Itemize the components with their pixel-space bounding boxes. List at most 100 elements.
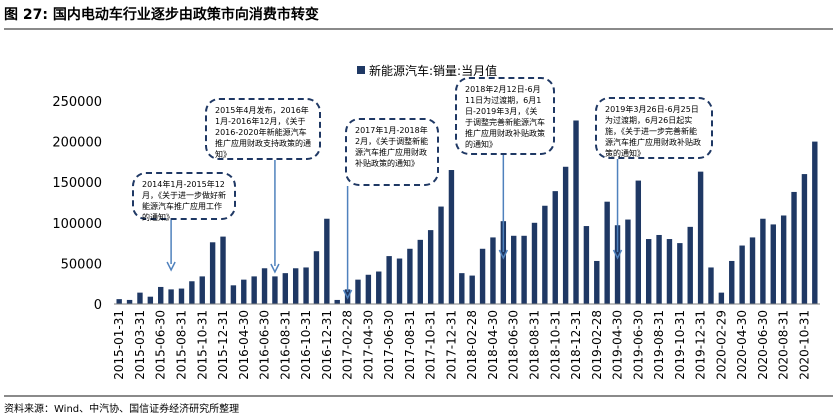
bar (770, 224, 776, 304)
bar (718, 292, 725, 304)
bar (417, 239, 423, 304)
x-tick-label: 2015-08-31 (174, 310, 188, 380)
x-tick-label: 2015-10-31 (195, 310, 209, 380)
bar (697, 171, 704, 304)
bar (324, 218, 330, 304)
x-tick-label: 2019-10-31 (673, 310, 687, 380)
x-tick-label: 2020-04-30 (735, 310, 749, 380)
x-tick-label: 2017-10-31 (424, 310, 438, 380)
annotation-arrowhead (270, 263, 280, 274)
bar (552, 191, 558, 304)
x-tick-label: 2019-04-30 (611, 310, 625, 380)
bar (812, 141, 818, 304)
bar (355, 279, 361, 304)
x-tick-label: 2018-10-31 (548, 310, 562, 380)
bar (687, 226, 693, 304)
bar (137, 292, 143, 304)
bar (396, 258, 403, 304)
bar (729, 260, 735, 304)
x-tick-label: 2015-01-31 (112, 310, 126, 380)
bar (469, 275, 475, 304)
x-tick-label: 2019-02-28 (590, 310, 604, 380)
x-tick-label: 2020-06-30 (756, 310, 770, 380)
x-tick-label: 2015-03-31 (133, 310, 147, 380)
x-tick-label: 2015-06-30 (154, 310, 168, 380)
bar (666, 239, 673, 304)
y-tick-label: 150000 (52, 176, 102, 191)
bar (749, 237, 756, 304)
policy-annotation-2019: 2019年3月26日-6月25日为过渡期，6月26日起实施，《关于进一步完善新能… (595, 97, 713, 159)
bar (677, 243, 683, 304)
bar (178, 288, 185, 304)
x-tick-label: 2019-08-31 (652, 310, 666, 380)
x-tick-label: 2020-10-31 (797, 310, 811, 380)
legend-label: 新能源汽车:销量:当月值 (369, 63, 497, 78)
bar (511, 235, 517, 304)
bar (230, 285, 237, 304)
bar (562, 166, 569, 304)
annotation-arrows (166, 155, 623, 300)
annotation-arrowhead (166, 261, 176, 272)
figure-title: 图 27: 国内电动车行业逐步由政策市向消费市转变 (4, 2, 833, 30)
bar (542, 205, 548, 304)
bar (614, 225, 621, 304)
bar (801, 174, 808, 304)
x-tick-label: 2017-06-30 (382, 310, 396, 380)
bar (656, 234, 662, 304)
legend-swatch (357, 66, 365, 74)
bar (739, 245, 745, 304)
bar (407, 248, 413, 304)
policy-annotation-2017: 2017年1月-2018年2月，《关于调整新能源汽车推广应用财政补贴政策的通知》 (345, 118, 439, 186)
bar (126, 299, 133, 304)
bar (376, 271, 382, 304)
bar (365, 274, 372, 304)
bar (282, 273, 289, 304)
bar (604, 201, 610, 304)
x-axis: 2015-01-31 2015-03-31 2015-06-30 2015-08-31… (112, 303, 820, 380)
bar (168, 289, 174, 304)
bar (645, 239, 652, 304)
x-tick-label: 2019-06-30 (631, 310, 645, 380)
x-tick-label: 2018-02-28 (465, 310, 479, 380)
y-tick-label: 200000 (52, 136, 102, 151)
x-tick-label: 2018-06-30 (507, 310, 521, 380)
y-tick-label: 250000 (52, 95, 102, 110)
bar (708, 267, 714, 304)
bar (780, 215, 787, 304)
bar (448, 170, 455, 304)
x-tick-label: 2017-08-31 (403, 310, 417, 380)
bar-chart: 0 50000 100000 150000 200000 250000 2015-01-3… (52, 63, 820, 380)
x-tick-label: 2016-12-31 (320, 310, 334, 380)
bar (292, 268, 299, 304)
bar (147, 296, 154, 304)
x-tick-label: 2016-06-30 (258, 310, 272, 380)
bar (459, 273, 465, 304)
bar (313, 251, 320, 304)
policy-annotation-2016: 2015年4月发布，2016年1月-2016年12月，《关于2016-2020年… (205, 98, 321, 160)
bar (241, 279, 247, 304)
annotation-arrowhead (612, 249, 623, 260)
x-tick-label: 2017-04-30 (361, 310, 375, 380)
bar (521, 235, 527, 304)
x-tick-label: 2019-12-31 (694, 310, 708, 380)
x-tick-label: 2020-08-31 (777, 310, 791, 380)
bar (479, 248, 486, 304)
bar (500, 221, 507, 304)
x-tick-label: 2015-12-31 (216, 310, 230, 380)
x-tick-label: 2017-02-28 (341, 310, 355, 380)
x-tick-label: 2018-04-30 (486, 310, 500, 380)
x-tick-label: 2016-04-30 (237, 310, 251, 380)
legend: 新能源汽车:销量:当月值 (357, 63, 497, 78)
bar (334, 299, 340, 304)
bar (531, 222, 538, 304)
bar (594, 260, 600, 304)
bar (251, 276, 257, 304)
bar (209, 242, 216, 304)
source-note: 资料来源：Wind、中汽协、国信证券经济研究所整理 (4, 395, 833, 415)
x-tick-label: 2020-02-29 (714, 310, 728, 380)
bar (116, 299, 122, 304)
x-tick-label: 2017-12-31 (444, 310, 458, 380)
bar (158, 286, 164, 304)
bars-group (116, 120, 818, 305)
bar (261, 268, 268, 304)
